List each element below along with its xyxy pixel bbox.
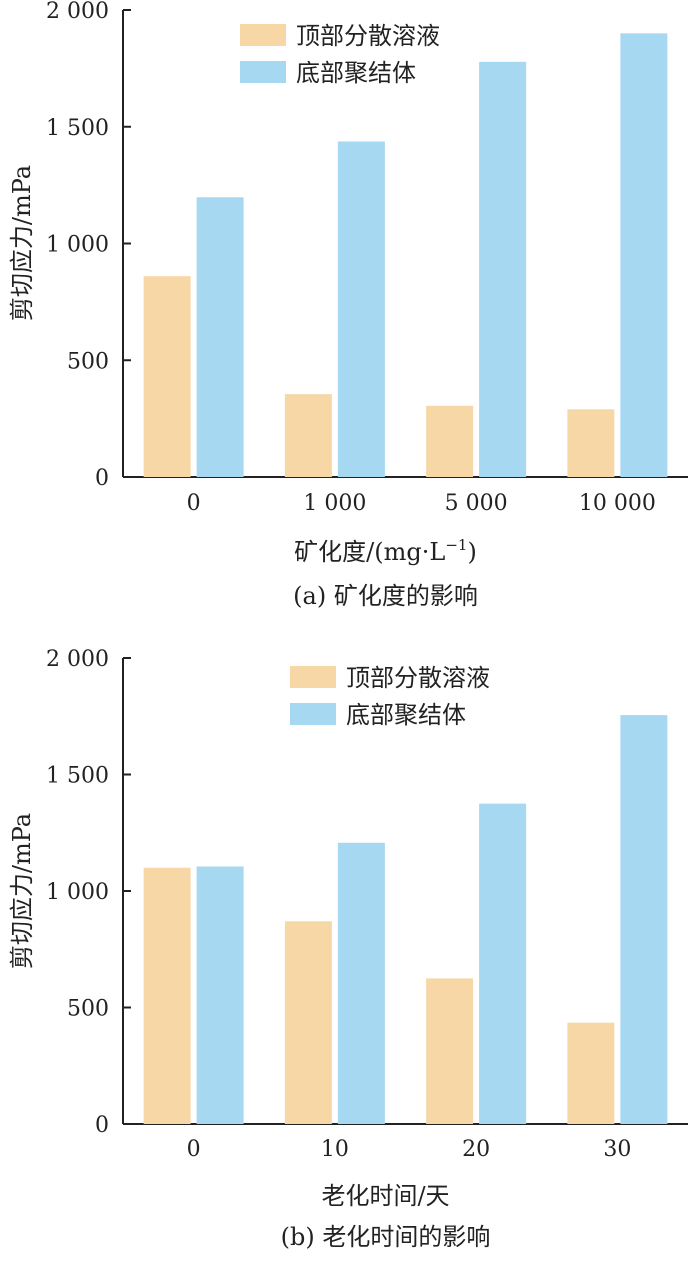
y-tick-label: 500 xyxy=(67,349,109,374)
x-axis-title: 老化时间/天 xyxy=(321,1182,449,1210)
bar-bottom-aggregate xyxy=(620,33,668,477)
chart-caption: (b) 老化时间的影响 xyxy=(281,1223,491,1251)
y-tick-label: 0 xyxy=(95,1113,109,1138)
y-tick-label: 1 500 xyxy=(46,764,109,789)
y-tick-label: 500 xyxy=(67,997,109,1022)
bar-bottom-aggregate xyxy=(479,61,527,477)
y-axis-title: 剪切应力/mPa xyxy=(8,165,36,321)
x-tick-label: 30 xyxy=(603,1137,631,1162)
bar-bottom-aggregate xyxy=(620,715,668,1124)
y-tick-label: 1 000 xyxy=(46,233,109,258)
bar-top-dispersion xyxy=(426,405,474,477)
x-tick-label: 20 xyxy=(462,1137,490,1162)
x-tick-label: 10 xyxy=(321,1137,349,1162)
legend-swatch xyxy=(240,61,286,83)
bar-top-dispersion xyxy=(426,978,474,1124)
y-tick-label: 1 500 xyxy=(46,116,109,141)
x-tick-label: 0 xyxy=(187,491,201,516)
legend-swatch xyxy=(290,703,336,725)
bar-top-dispersion xyxy=(284,921,332,1124)
chart-b: 0 500 1 000 1 500 2 000 0 10 20 30 顶部分散溶液底部聚结体剪切应… xyxy=(8,647,688,1251)
legend-label: 顶部分散溶液 xyxy=(296,22,440,50)
bar-top-dispersion xyxy=(143,867,191,1124)
x-tick-label: 10 000 xyxy=(579,491,656,516)
x-tick-label: 1 000 xyxy=(303,491,366,516)
legend-label: 底部聚结体 xyxy=(296,59,416,87)
bar-bottom-aggregate xyxy=(337,842,385,1124)
y-tick-label: 0 xyxy=(95,466,109,491)
y-tick-label: 2 000 xyxy=(46,0,109,24)
y-axis-title: 剪切应力/mPa xyxy=(8,813,36,969)
chart-a: 0 500 1 000 1 500 2 000 0 1 000 5 000 10 000 顶部分散… xyxy=(8,0,688,610)
bar-bottom-aggregate xyxy=(479,803,527,1124)
bar-top-dispersion xyxy=(567,1022,615,1124)
legend-swatch xyxy=(290,666,336,688)
y-tick-label: 1 000 xyxy=(46,880,109,905)
chart-caption: (a) 矿化度的影响 xyxy=(293,582,478,610)
legend-swatch xyxy=(240,24,286,46)
bar-top-dispersion xyxy=(284,394,332,477)
bar-bottom-aggregate xyxy=(337,141,385,477)
bar-bottom-aggregate xyxy=(196,866,244,1124)
bar-top-dispersion xyxy=(143,276,191,477)
x-axis-title: 矿化度/(mg·L−1) xyxy=(294,536,477,566)
y-tick-label: 2 000 xyxy=(46,647,109,672)
bar-bottom-aggregate xyxy=(196,197,244,477)
legend-label: 顶部分散溶液 xyxy=(346,664,490,692)
legend-label: 底部聚结体 xyxy=(346,701,466,729)
x-tick-label: 5 000 xyxy=(445,491,508,516)
bar-top-dispersion xyxy=(567,409,615,477)
x-tick-label: 0 xyxy=(187,1137,201,1162)
